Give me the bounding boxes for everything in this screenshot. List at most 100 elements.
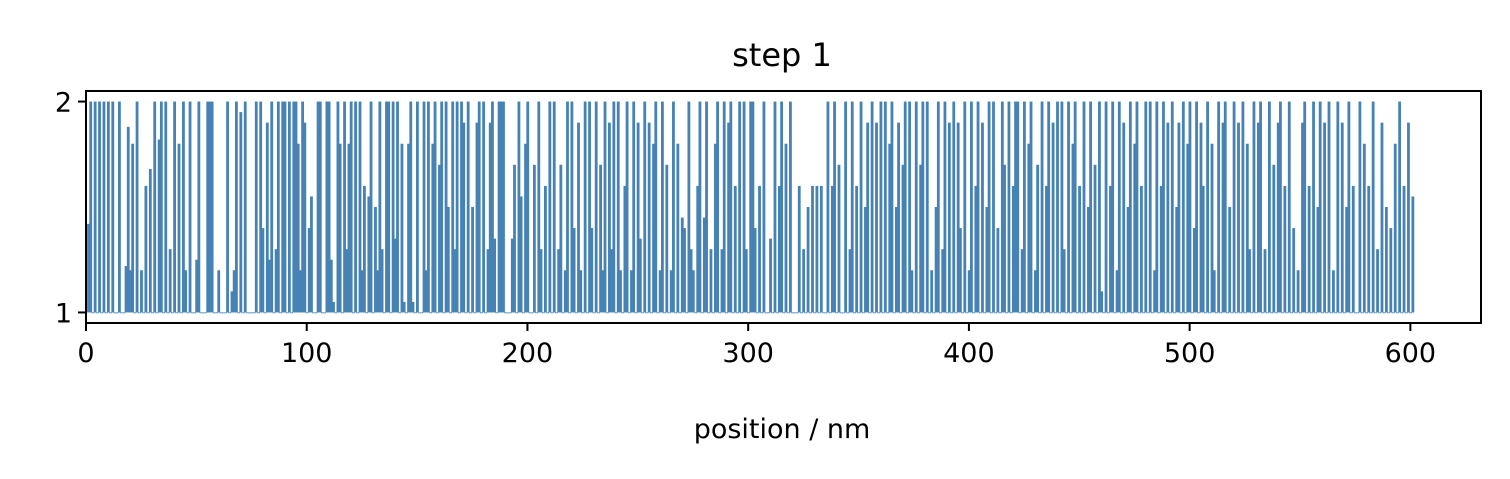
- bar: [409, 101, 413, 313]
- bar: [477, 101, 481, 313]
- bar: [1069, 312, 1073, 314]
- bar: [415, 101, 419, 313]
- bar: [1221, 122, 1225, 313]
- bar: [1343, 312, 1346, 314]
- bar: [1155, 101, 1159, 313]
- bar: [186, 312, 190, 314]
- bar: [1232, 101, 1236, 313]
- bar: [1226, 312, 1229, 314]
- bar: [400, 143, 404, 313]
- bar: [585, 312, 589, 314]
- bar: [1175, 207, 1179, 313]
- bar: [265, 122, 269, 313]
- bar: [351, 312, 355, 314]
- bar: [769, 238, 772, 313]
- bar: [555, 312, 558, 314]
- bar: [619, 270, 622, 313]
- bar: [596, 312, 600, 314]
- bar: [442, 312, 446, 314]
- bar: [113, 312, 117, 314]
- bar: [521, 312, 525, 314]
- bar: [89, 101, 93, 313]
- bar: [802, 249, 806, 313]
- bar: [725, 312, 728, 314]
- bar: [1245, 143, 1249, 313]
- bar: [1294, 312, 1298, 314]
- bar: [137, 312, 141, 314]
- bar: [773, 101, 777, 313]
- bar: [974, 185, 978, 313]
- bar: [875, 122, 878, 313]
- bar: [170, 312, 174, 314]
- bar: [276, 101, 280, 313]
- bar: [976, 101, 980, 313]
- bar: [488, 122, 492, 313]
- bar: [570, 101, 574, 313]
- bar: [559, 164, 563, 313]
- bar: [932, 312, 936, 314]
- bar: [903, 101, 907, 313]
- bar: [705, 101, 708, 313]
- bar: [775, 312, 779, 314]
- bar: [1151, 312, 1154, 314]
- bar: [691, 270, 695, 313]
- bar: [912, 312, 916, 314]
- bar: [786, 312, 790, 314]
- bar: [892, 312, 896, 314]
- bar: [201, 312, 205, 314]
- bar: [1084, 312, 1088, 314]
- bar: [667, 312, 671, 314]
- bar: [848, 249, 852, 313]
- x-tick-label: 600: [1385, 338, 1437, 369]
- bar: [1309, 312, 1313, 314]
- bar: [1014, 101, 1017, 313]
- bar: [680, 217, 684, 313]
- bar: [1316, 207, 1320, 313]
- bar: [952, 101, 956, 313]
- bar: [424, 270, 428, 313]
- bar: [254, 101, 258, 313]
- bar: [360, 270, 364, 313]
- bar: [625, 101, 629, 313]
- bar: [643, 101, 647, 313]
- bar: [868, 312, 872, 314]
- bar: [292, 101, 296, 313]
- bar: [480, 312, 483, 314]
- bar: [1230, 312, 1234, 314]
- bar: [881, 312, 885, 314]
- bar: [491, 101, 494, 313]
- bar: [451, 101, 455, 313]
- bar: [427, 101, 430, 313]
- bar: [879, 101, 883, 313]
- bar: [866, 122, 870, 313]
- bar: [358, 101, 362, 313]
- bar: [246, 312, 249, 314]
- bar: [223, 312, 227, 314]
- bar: [998, 312, 1002, 314]
- bar: [232, 270, 236, 313]
- bar: [552, 101, 556, 313]
- bar: [1153, 270, 1157, 313]
- bar: [365, 312, 369, 314]
- bar: [162, 312, 165, 314]
- bar: [645, 312, 649, 314]
- bar: [133, 312, 137, 314]
- bar: [1049, 312, 1053, 314]
- bar: [1336, 101, 1340, 313]
- bar: [685, 312, 689, 314]
- bar: [1162, 101, 1165, 313]
- bar: [530, 312, 534, 314]
- bar: [899, 312, 903, 314]
- bar: [1067, 101, 1070, 313]
- bar: [1391, 312, 1395, 314]
- bar: [738, 101, 742, 313]
- bar: [272, 312, 276, 314]
- bar: [727, 122, 731, 313]
- bar: [175, 312, 179, 314]
- bar: [1137, 312, 1141, 314]
- bar: [1053, 312, 1057, 314]
- bar: [166, 312, 170, 314]
- bar: [1365, 312, 1368, 314]
- bar: [1237, 122, 1240, 313]
- bar: [217, 270, 221, 313]
